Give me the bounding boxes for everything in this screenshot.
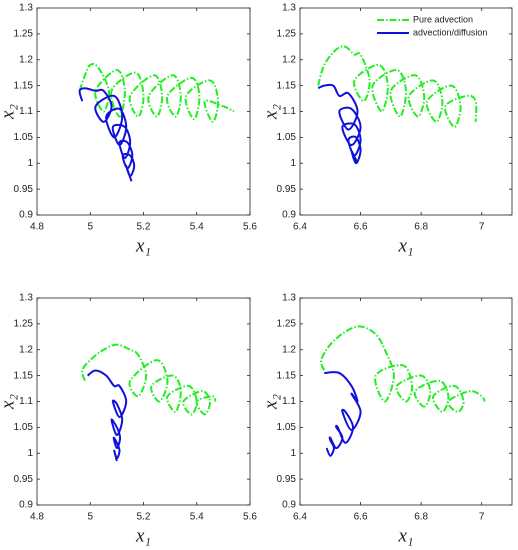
plot-area	[36, 297, 251, 506]
y-tick-label: 1.2	[19, 54, 33, 65]
y-tick-label: 1.3	[282, 3, 296, 14]
y-tick-label: 1.05	[277, 132, 297, 143]
y-tick-label: 0.95	[277, 474, 297, 485]
x-tick-label: 5.4	[190, 222, 204, 233]
trajectory	[81, 343, 217, 416]
y-tick-label: 1.2	[282, 54, 296, 65]
x-tick-label: 6.4	[293, 512, 307, 523]
x-tick-label: 5.6	[243, 222, 257, 233]
y-tick-label: 1.05	[14, 422, 34, 433]
trajectory	[317, 45, 478, 129]
trajectory	[317, 83, 362, 165]
trajectory	[324, 371, 362, 457]
x-tick-label: 5.2	[137, 222, 151, 233]
x-tick-label: 6.4	[293, 222, 307, 233]
legend-label: advection/diffusion	[413, 27, 487, 37]
x-tick-label: 5.4	[190, 512, 204, 523]
y-tick-label: 1.1	[282, 396, 296, 407]
y-tick-label: 0.95	[277, 184, 297, 195]
y-tick-label: 1.15	[277, 80, 297, 91]
x-tick-label: 6.8	[414, 512, 428, 523]
y-tick-label: 0.95	[14, 474, 34, 485]
x-tick-label: 5.6	[243, 512, 257, 523]
trajectory	[78, 63, 235, 123]
y-tick-label: 1	[290, 448, 296, 459]
x-tick-label: 5	[87, 512, 93, 523]
y-tick-label: 1.05	[14, 132, 34, 143]
x-axis-label: x₁	[135, 235, 151, 256]
x-tick-label: 5.2	[137, 512, 151, 523]
y-tick-label: 1.25	[277, 319, 297, 330]
y-tick-label: 1.3	[19, 3, 33, 14]
y-tick-label: 1	[27, 448, 33, 459]
y-tick-label: 1.2	[282, 344, 296, 355]
x-axis-label: x₁	[397, 525, 413, 546]
y-tick-label: 0.9	[282, 500, 296, 511]
x-tick-label: 5	[87, 222, 93, 233]
y-tick-label: 0.9	[19, 500, 33, 511]
y-tick-label: 1.15	[14, 370, 34, 381]
y-axis-label: x₂	[0, 394, 18, 410]
x-axis-label: x₁	[135, 525, 151, 546]
y-tick-label: 1.2	[19, 344, 33, 355]
y-tick-label: 1.25	[277, 29, 297, 40]
trajectory	[78, 87, 136, 182]
plot-area	[36, 7, 251, 216]
y-tick-label: 1.15	[277, 370, 297, 381]
y-tick-label: 1.1	[19, 106, 33, 117]
legend-label: Pure advection	[413, 14, 473, 24]
x-axis-label: x₁	[397, 235, 413, 256]
x-tick-label: 7	[479, 222, 485, 233]
y-tick-label: 0.9	[282, 210, 296, 221]
y-tick-label: 1	[290, 158, 296, 169]
x-tick-label: 4.8	[30, 512, 44, 523]
y-tick-label: 0.9	[19, 210, 33, 221]
y-tick-label: 1.3	[19, 293, 33, 304]
y-tick-label: 1.05	[277, 422, 297, 433]
x-tick-label: 6.6	[354, 222, 368, 233]
y-axis-label: x₂	[260, 104, 281, 120]
y-tick-label: 1	[27, 158, 33, 169]
x-tick-label: 4.8	[30, 222, 44, 233]
y-tick-label: 1.1	[282, 106, 296, 117]
y-tick-label: 1.25	[14, 29, 34, 40]
x-tick-label: 6.6	[354, 512, 368, 523]
y-tick-label: 1.3	[282, 293, 296, 304]
plot-area	[299, 7, 513, 216]
trajectory	[86, 369, 128, 462]
y-tick-label: 0.95	[14, 184, 34, 195]
trajectory	[320, 325, 486, 413]
y-axis-label: x₂	[0, 104, 18, 120]
y-tick-label: 1.15	[14, 80, 34, 91]
y-tick-label: 1.1	[19, 396, 33, 407]
y-axis-label: x₂	[260, 394, 281, 410]
x-tick-label: 6.8	[414, 222, 428, 233]
y-tick-label: 1.25	[14, 319, 34, 330]
x-tick-label: 7	[479, 512, 485, 523]
